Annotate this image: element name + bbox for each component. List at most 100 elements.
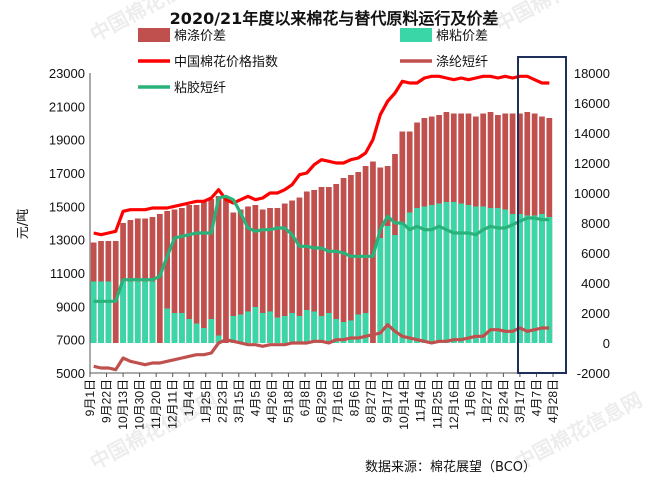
bar-棉粘价差 (458, 203, 465, 343)
bar-棉粘价差 (98, 281, 104, 343)
bar-棉粘价差 (120, 281, 126, 343)
x-tick: 9月17日 (381, 379, 395, 423)
bar-棉粘价差 (414, 208, 420, 343)
line-粘胶短纤 (93, 194, 550, 303)
axes: 23000 21000 19000 17000 15000 13000 11000 9000 7… (49, 66, 610, 430)
bar-棉粘价差 (399, 223, 406, 343)
legend-label: 粘胶短纤 (174, 80, 226, 96)
bar-棉粘价差 (487, 208, 494, 343)
bar-棉粘价差 (281, 316, 288, 343)
bar-棉粘价差 (392, 235, 398, 343)
bar-棉粘价差 (134, 281, 141, 343)
bar-棉粘价差 (384, 226, 391, 343)
x-tick: 6月8日 (298, 379, 312, 416)
y-tick-right: 8000 (581, 216, 610, 231)
legend-label: 棉涤价差 (174, 29, 226, 44)
y-tick-right: 2000 (581, 306, 610, 321)
lines-layer (93, 74, 550, 372)
y-tick-right: 0 (603, 336, 610, 351)
x-tick: 8月27日 (364, 379, 378, 423)
y-tick-left: 17000 (49, 166, 85, 181)
chart-title: 2020/21年度以来棉花与替代原料运行及价差 (170, 9, 499, 28)
bar-棉粘价差 (325, 313, 332, 343)
x-tick: 4月7日 (529, 379, 543, 416)
bar-棉粘价差 (465, 205, 472, 343)
x-tick: 4月26日 (265, 379, 279, 423)
x-tick: 8月6日 (348, 379, 362, 416)
bar-棉粘价差 (377, 238, 384, 343)
bar-棉粘价差 (274, 317, 281, 343)
bar-棉涤价差 (348, 175, 354, 343)
bar-棉粘价差 (480, 206, 487, 343)
bar-棉涤价差 (208, 199, 215, 343)
bar-棉涤价差 (186, 205, 193, 343)
bar-棉粘价差 (149, 281, 156, 343)
x-tick: 10月13日 (116, 379, 130, 430)
bar-棉粘价差 (436, 203, 442, 343)
bar-棉粘价差 (472, 206, 479, 343)
y-axis-label: 元/吨 (16, 209, 31, 239)
y-tick-right: 4000 (581, 276, 610, 291)
y-tick-left: 15000 (49, 199, 85, 214)
bar-棉粘价差 (296, 316, 303, 343)
bar-棉涤价差 (281, 203, 288, 343)
bar-棉涤价差 (112, 241, 119, 343)
bar-棉涤价差 (156, 214, 163, 343)
x-tick: 1月27日 (480, 379, 494, 423)
bar-棉粘价差 (127, 281, 134, 343)
x-tick: 9月22日 (100, 379, 114, 423)
bar-棉粘价差 (517, 214, 523, 343)
bars-layer (90, 112, 553, 343)
x-tick: 11月25日 (430, 379, 444, 429)
bar-棉粘价差 (164, 308, 171, 343)
bar-棉粘价差 (495, 208, 501, 343)
bar-棉粘价差 (443, 202, 450, 343)
x-tick: 1月6日 (463, 379, 477, 416)
legend-swatch (400, 28, 432, 42)
x-tick: 12月11日 (166, 379, 180, 429)
bar-棉粘价差 (348, 320, 354, 343)
bar-棉粘价差 (355, 314, 362, 343)
x-tick: 10月14日 (397, 379, 411, 430)
y-tick-right: 6000 (581, 246, 610, 261)
bar-棉涤价差 (252, 205, 259, 343)
bar-棉涤价差 (362, 166, 369, 343)
x-tick: 2月23日 (215, 379, 229, 423)
y-tick-left: 13000 (49, 233, 85, 248)
bar-棉涤价差 (274, 208, 281, 343)
y-tick-right: 12000 (574, 156, 610, 171)
bar-棉粘价差 (318, 316, 325, 343)
legend-swatch (138, 28, 170, 42)
bar-棉粘价差 (105, 281, 112, 343)
bar-棉粘价差 (428, 205, 435, 343)
y-tick-left: 11000 (50, 266, 85, 281)
x-tick: 4月5日 (248, 379, 262, 416)
bar-棉涤价差 (230, 212, 237, 343)
y-tick-right: 18000 (574, 66, 610, 81)
x-tick: 2月24日 (496, 379, 510, 423)
bar-棉涤价差 (340, 178, 347, 343)
bar-棉粘价差 (421, 206, 428, 343)
y-tick-left: 19000 (49, 133, 85, 148)
data-source: 数据来源：棉花展望（BCO） (365, 459, 536, 475)
x-tick: 12月16日 (447, 379, 461, 430)
x-tick: 1月4日 (182, 379, 196, 416)
bar-棉粘价差 (201, 328, 207, 343)
bar-棉粘价差 (186, 319, 193, 343)
x-tick: 3月15日 (232, 379, 246, 423)
y-tick-left: 21000 (49, 99, 85, 114)
y-tick-left: 9000 (56, 299, 85, 314)
x-tick: 10月30日 (133, 379, 147, 430)
y-tick-left: 5000 (56, 366, 85, 381)
legend-label: 涤纶短纤 (436, 55, 488, 70)
bar-棉涤价差 (333, 184, 340, 343)
bar-棉涤价差 (223, 196, 229, 343)
watermark-text: 中国棉花信息网 (491, 0, 626, 36)
bar-棉涤价差 (296, 197, 303, 343)
bar-棉粘价差 (546, 217, 553, 343)
bar-棉粘价差 (362, 313, 369, 343)
bar-棉涤价差 (325, 187, 332, 343)
legend-label: 中国棉花价格指数 (174, 54, 278, 70)
bar-棉粘价差 (289, 313, 295, 343)
